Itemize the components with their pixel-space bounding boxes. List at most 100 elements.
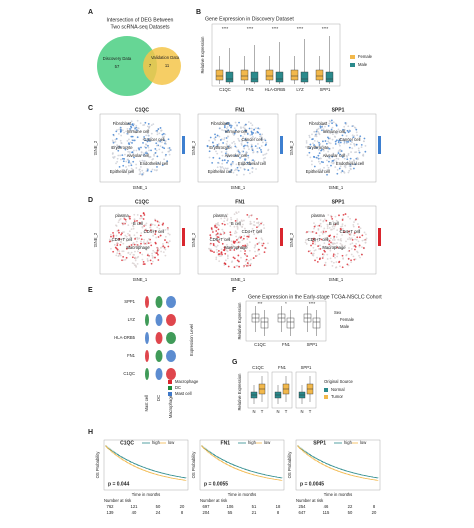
cell-dot (313, 165, 316, 168)
cell-dot (159, 145, 162, 148)
row-label: HLA-DRB5 (114, 335, 135, 340)
cell-dot (337, 128, 340, 131)
cell-dot (135, 266, 138, 268)
x-tick-label: SPP1 (320, 87, 331, 92)
cell-dot (129, 236, 132, 239)
cell-dot (328, 243, 331, 246)
cell-dot (320, 238, 323, 241)
cell-dot (145, 143, 148, 146)
cell-dot (251, 214, 253, 216)
cell-dot (135, 129, 138, 131)
cell-dot (146, 240, 149, 243)
row-label: C1QC (123, 371, 135, 376)
risk-count: 121 (131, 504, 139, 509)
cell-dot (342, 128, 344, 131)
cell-dot (328, 122, 331, 125)
cell-dot (119, 243, 122, 246)
cell-dot (127, 155, 129, 158)
cell-dot (328, 160, 330, 163)
p-value: p = 0.0055 (204, 481, 228, 487)
cell-dot (148, 125, 151, 128)
cell-dot (147, 242, 150, 245)
cell-dot (261, 141, 264, 144)
cell-dot (154, 219, 157, 222)
cell-dot (252, 132, 255, 134)
cell-dot (237, 137, 240, 140)
cell-dot (162, 243, 164, 245)
cell-dot (121, 154, 124, 157)
violin (155, 350, 163, 362)
legend-label: DC (175, 385, 181, 390)
cell-dot (218, 260, 221, 263)
panel-letter: B (196, 9, 201, 16)
legend-label: Macrophage (175, 379, 199, 384)
risk-count: 106 (227, 504, 235, 509)
cell-dot (236, 150, 239, 152)
cell-dot (254, 132, 257, 134)
cell-dot (146, 132, 149, 135)
cell-dot (327, 129, 330, 132)
cell-dot (327, 140, 330, 143)
cell-dot (215, 248, 218, 251)
cell-dot (129, 128, 131, 130)
cell-dot (247, 259, 250, 262)
cell-dot (168, 240, 171, 243)
cell-dot (238, 164, 240, 167)
cell-dot (224, 259, 227, 262)
cell-dot (334, 131, 337, 134)
cell-dot (141, 258, 144, 261)
cell-dot (214, 133, 216, 136)
cell-dot (132, 227, 135, 230)
cell-dot (140, 217, 143, 220)
cell-label: Endothelial cell (238, 161, 266, 166)
cell-dot (243, 234, 246, 237)
cell-dot (258, 241, 261, 244)
cell-dot (147, 138, 150, 140)
cell-dot (209, 249, 212, 252)
cell-dot (154, 151, 157, 154)
cell-dot (316, 261, 319, 263)
venn-title: Two scRNA-seq Datasets (110, 24, 170, 30)
cell-dot (122, 250, 125, 253)
cell-dot (218, 147, 221, 150)
cell-dot (261, 136, 263, 139)
cell-dot (328, 142, 331, 144)
cell-dot (244, 245, 247, 247)
cell-dot (347, 140, 350, 143)
cell-label: Erythrocyte (111, 145, 133, 150)
cell-dot (327, 166, 330, 169)
cell-dot (167, 241, 170, 244)
cell-dot (338, 142, 341, 145)
cell-dot (247, 156, 250, 159)
cell-dot (252, 151, 255, 154)
cell-dot (125, 247, 128, 250)
cell-dot (149, 241, 152, 244)
cell-dot (331, 228, 333, 231)
sig-label: **** (247, 26, 254, 31)
cell-dot (146, 140, 149, 143)
cell-dot (225, 249, 228, 252)
cell-dot (120, 158, 122, 161)
cell-dot (127, 232, 129, 235)
cell-dot (258, 223, 261, 226)
cell-dot (124, 258, 127, 261)
cell-dot (142, 142, 144, 144)
cell-dot (227, 159, 229, 162)
cell-dot (314, 259, 316, 262)
cell-dot (150, 124, 153, 127)
cell-dot (345, 155, 348, 157)
chart-title: Gene Expression in the Early-stage TCGA-… (248, 294, 382, 300)
color-scale (378, 136, 381, 154)
cell-dot (251, 124, 254, 127)
cell-dot (133, 220, 136, 223)
legend-key (350, 63, 355, 67)
cell-dot (125, 160, 128, 163)
color-scale (182, 228, 185, 246)
cell-dot (120, 233, 123, 236)
cell-dot (129, 253, 132, 256)
cell-dot (146, 125, 149, 128)
cell-dot (360, 143, 363, 146)
cell-dot (349, 143, 352, 146)
cell-dot (127, 224, 130, 227)
cell-dot (225, 143, 228, 145)
